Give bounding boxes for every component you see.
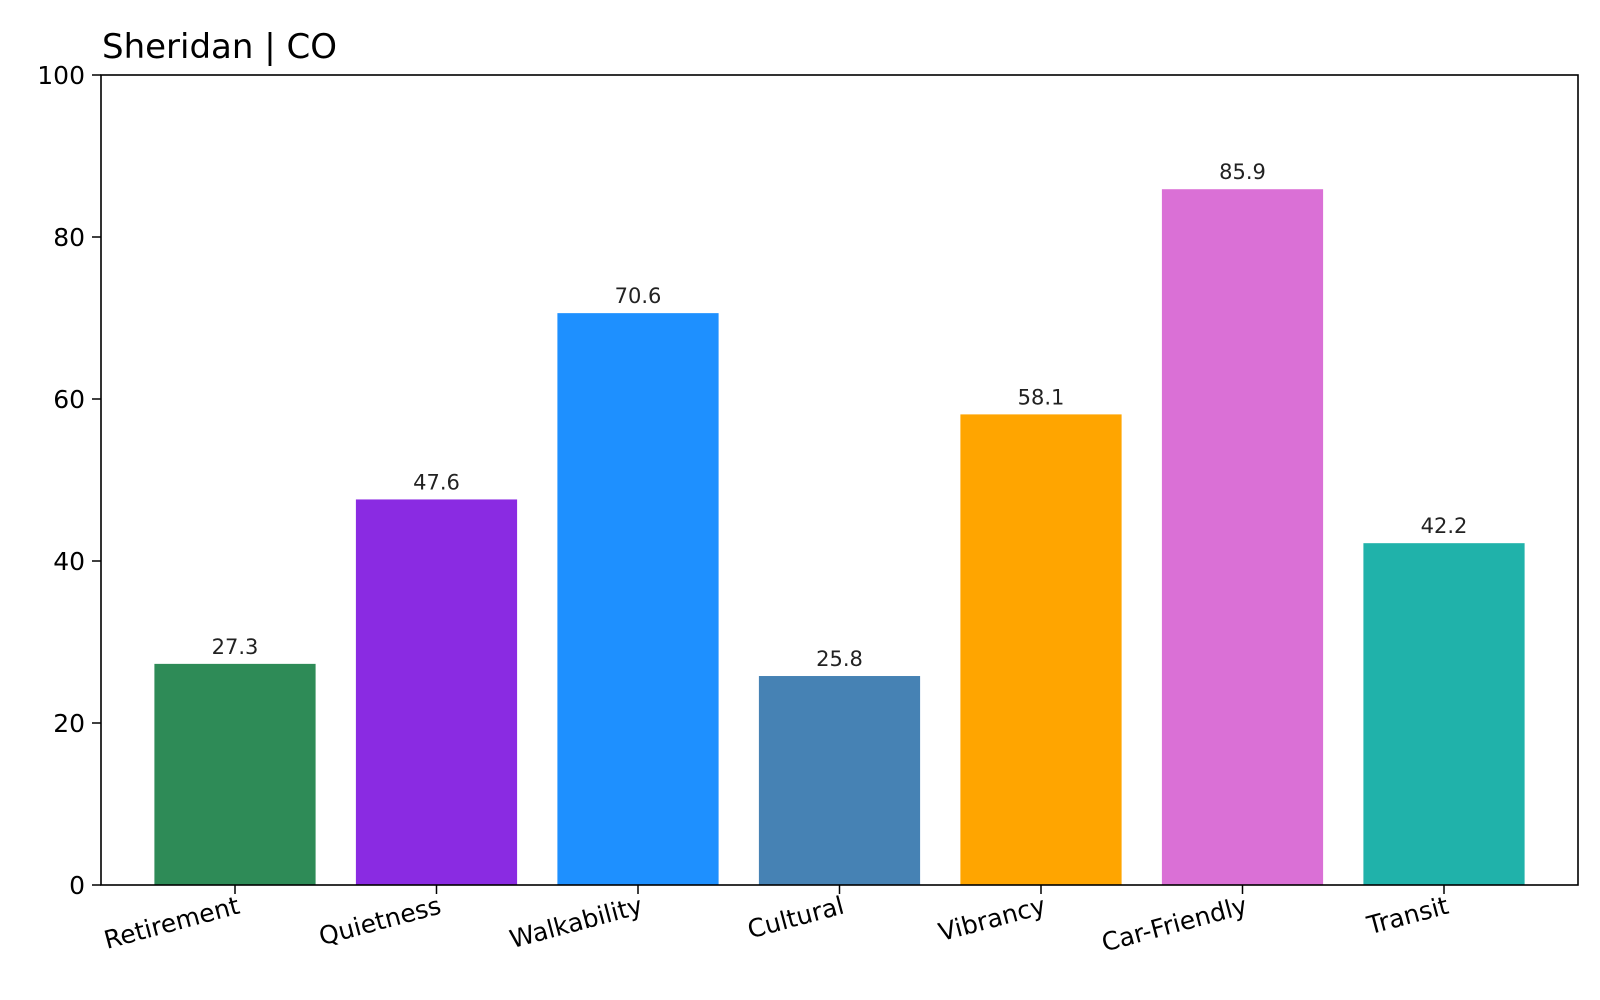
data-label: 58.1 (1018, 385, 1065, 409)
y-axis: 0 20 40 60 80 100 (37, 61, 101, 900)
y-tick-label: 20 (53, 709, 85, 738)
data-label: 27.3 (212, 635, 259, 659)
bar-retirement (154, 663, 316, 885)
x-tick-label: Cultural (744, 891, 847, 944)
data-labels-layer: 27.3 47.6 70.6 25.8 58.1 85.9 42.2 (212, 160, 1468, 671)
data-label: 70.6 (615, 284, 662, 308)
x-tick-label: Transit (1363, 891, 1452, 941)
x-tick-label: Quietness (316, 891, 444, 951)
data-label: 42.2 (1421, 514, 1468, 538)
bar-transit (1363, 543, 1525, 885)
bar-car-friendly (1161, 189, 1324, 885)
x-tick-label: Retirement (101, 891, 243, 955)
y-tick-label: 40 (53, 547, 85, 576)
chart-title: Sheridan | CO (102, 27, 337, 67)
x-axis: Retirement Quietness Walkability Cultural Vi… (101, 885, 1452, 957)
bar-quietness (355, 499, 518, 885)
data-label: 85.9 (1219, 160, 1266, 184)
bar-cultural (758, 676, 921, 885)
y-tick-label: 100 (37, 61, 85, 90)
plot-frame (100, 74, 1579, 886)
bar-walkability (557, 313, 719, 885)
y-tick-label: 0 (69, 871, 85, 900)
x-tick-label: Walkability (507, 891, 646, 954)
bar-vibrancy (960, 414, 1122, 885)
y-tick-label: 60 (53, 385, 85, 414)
y-tick-label: 80 (53, 223, 85, 252)
x-tick-label: Car-Friendly (1099, 891, 1251, 958)
data-label: 47.6 (413, 470, 460, 494)
x-tick-label: Vibrancy (935, 891, 1048, 947)
bars-layer (154, 189, 1525, 885)
data-label: 25.8 (816, 647, 863, 671)
